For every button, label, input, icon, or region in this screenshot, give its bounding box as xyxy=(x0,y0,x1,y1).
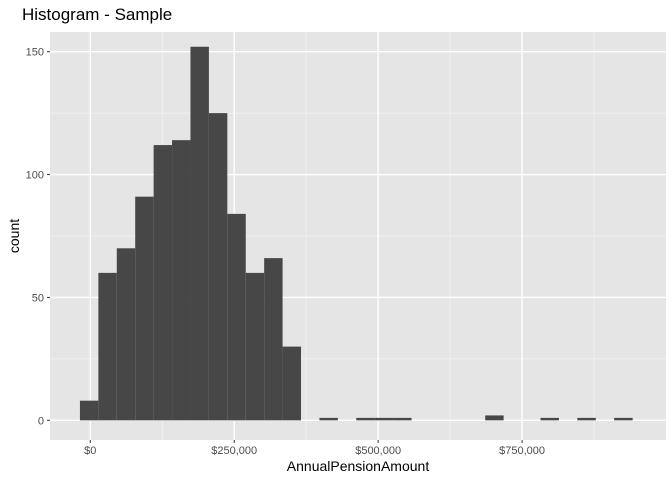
axis-ticks: $0 $250,000 $500,000 $750,000 0 50 100 150 xyxy=(26,47,545,457)
y-tick-label: 0 xyxy=(38,415,44,427)
histogram-bar xyxy=(614,417,633,421)
histogram-bar xyxy=(245,272,265,421)
histogram-bar xyxy=(577,417,596,421)
histogram-bar xyxy=(540,417,559,421)
histogram-bar xyxy=(172,140,191,421)
x-tick-label: $500,000 xyxy=(355,445,401,457)
histogram-bar xyxy=(98,272,117,421)
histogram-bar xyxy=(79,400,99,421)
histogram-bar xyxy=(374,417,394,421)
y-tick-label: 50 xyxy=(32,292,44,304)
chart-title: Histogram - Sample xyxy=(22,5,172,24)
histogram-bar xyxy=(208,113,228,421)
histogram-bars xyxy=(79,46,633,421)
x-tick-label: $0 xyxy=(84,445,96,457)
histogram-bar xyxy=(356,417,375,421)
histogram-bar xyxy=(264,258,283,421)
histogram-bar xyxy=(116,248,136,421)
histogram-bar xyxy=(135,196,154,421)
histogram-bar xyxy=(319,417,338,421)
x-tick-label: $750,000 xyxy=(499,445,545,457)
y-axis-title: count xyxy=(6,219,22,253)
histogram-bar xyxy=(393,417,412,421)
histogram-bar xyxy=(282,346,302,421)
histogram-bar xyxy=(485,415,504,421)
grid-lines xyxy=(50,32,666,440)
histogram-bar xyxy=(227,213,246,421)
histogram-bar xyxy=(190,46,209,421)
y-tick-label: 150 xyxy=(26,47,44,59)
x-tick-label: $250,000 xyxy=(211,445,257,457)
y-tick-label: 100 xyxy=(26,170,44,182)
histogram-bar xyxy=(153,145,173,421)
x-axis-title: AnnualPensionAmount xyxy=(287,458,430,474)
